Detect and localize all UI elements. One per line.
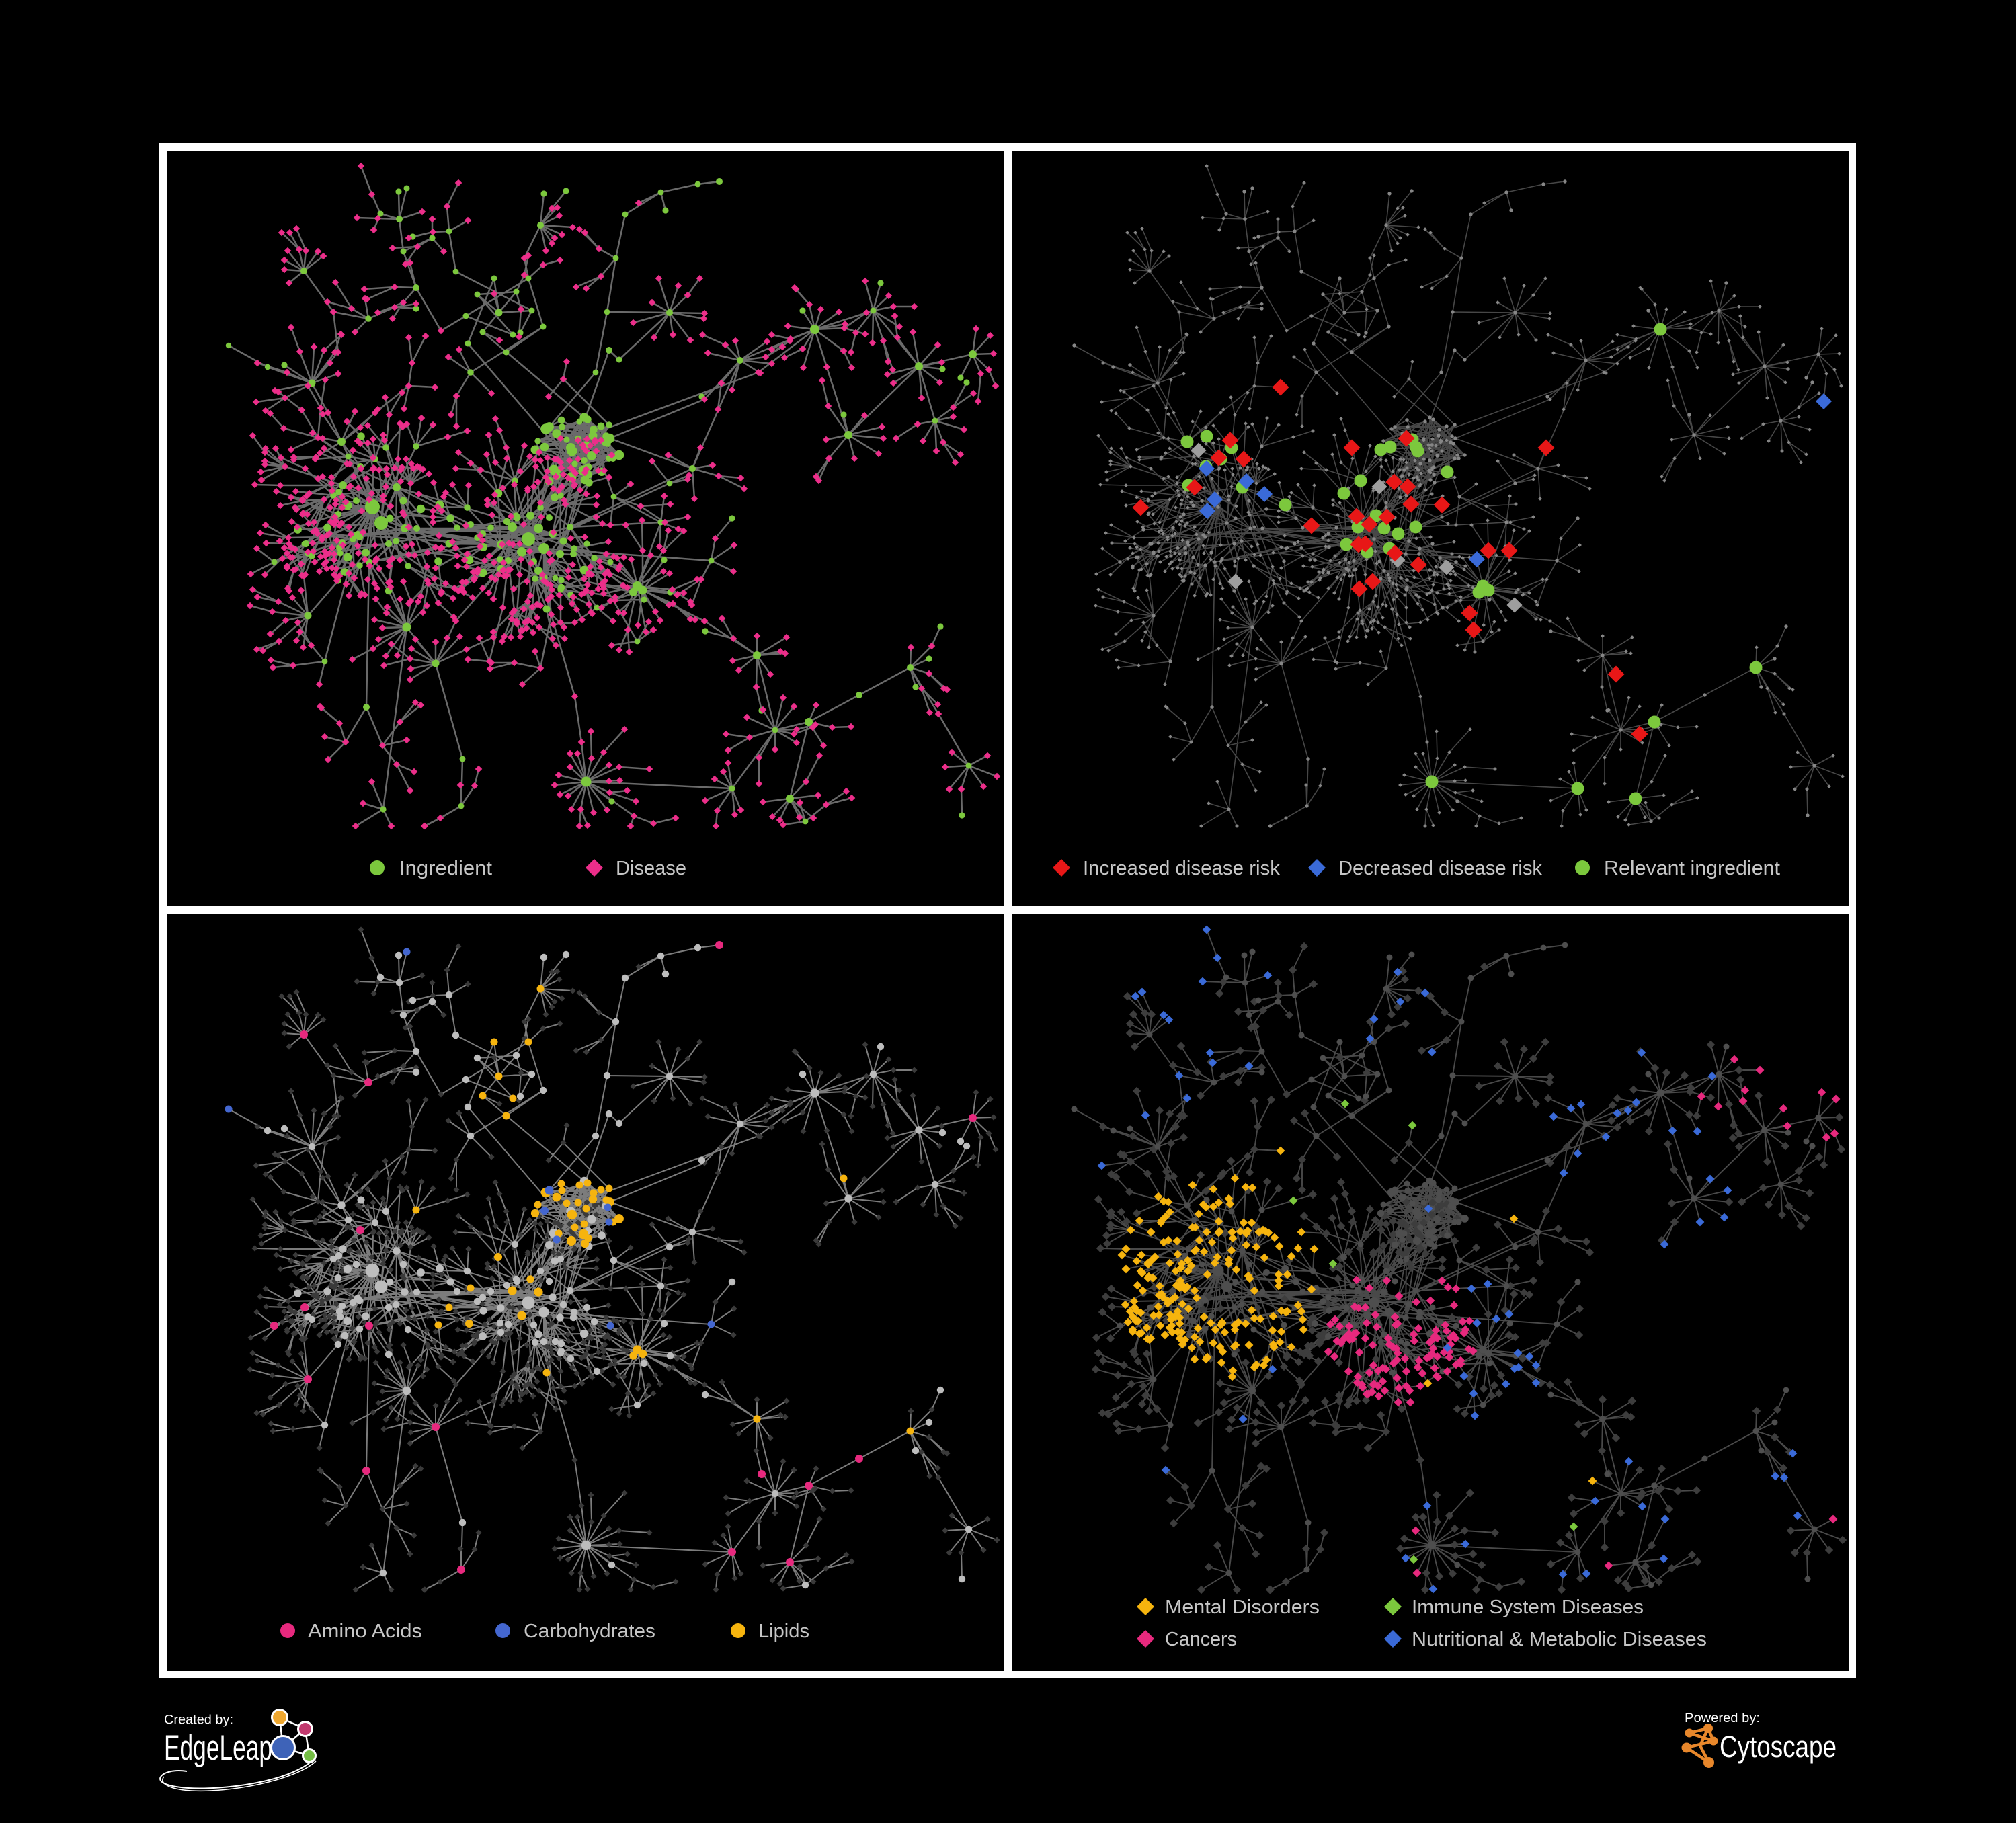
svg-text:Ingredient: Ingredient: [399, 858, 492, 879]
svg-text:Mental Disorders: Mental Disorders: [1165, 1596, 1320, 1618]
svg-text:EdgeLeap: EdgeLeap: [164, 1728, 272, 1768]
svg-text:Carbohydrates: Carbohydrates: [524, 1621, 655, 1642]
svg-text:Disease: Disease: [616, 858, 686, 879]
svg-text:Cancers: Cancers: [1165, 1629, 1237, 1650]
svg-text:Lipids: Lipids: [758, 1621, 809, 1642]
svg-text:Amino Acids: Amino Acids: [308, 1621, 422, 1642]
svg-text:Created by:: Created by:: [164, 1713, 233, 1728]
svg-text:Powered by:: Powered by:: [1685, 1711, 1760, 1726]
svg-text:Relevant ingredient: Relevant ingredient: [1604, 858, 1780, 879]
svg-text:Immune System Diseases: Immune System Diseases: [1412, 1596, 1644, 1618]
svg-text:Decreased disease risk: Decreased disease risk: [1338, 858, 1542, 879]
svg-text:Cytoscape: Cytoscape: [1720, 1730, 1837, 1764]
svg-text:Increased disease risk: Increased disease risk: [1083, 858, 1281, 879]
svg-text:Nutritional & Metabolic Diseas: Nutritional & Metabolic Diseases: [1412, 1629, 1707, 1650]
